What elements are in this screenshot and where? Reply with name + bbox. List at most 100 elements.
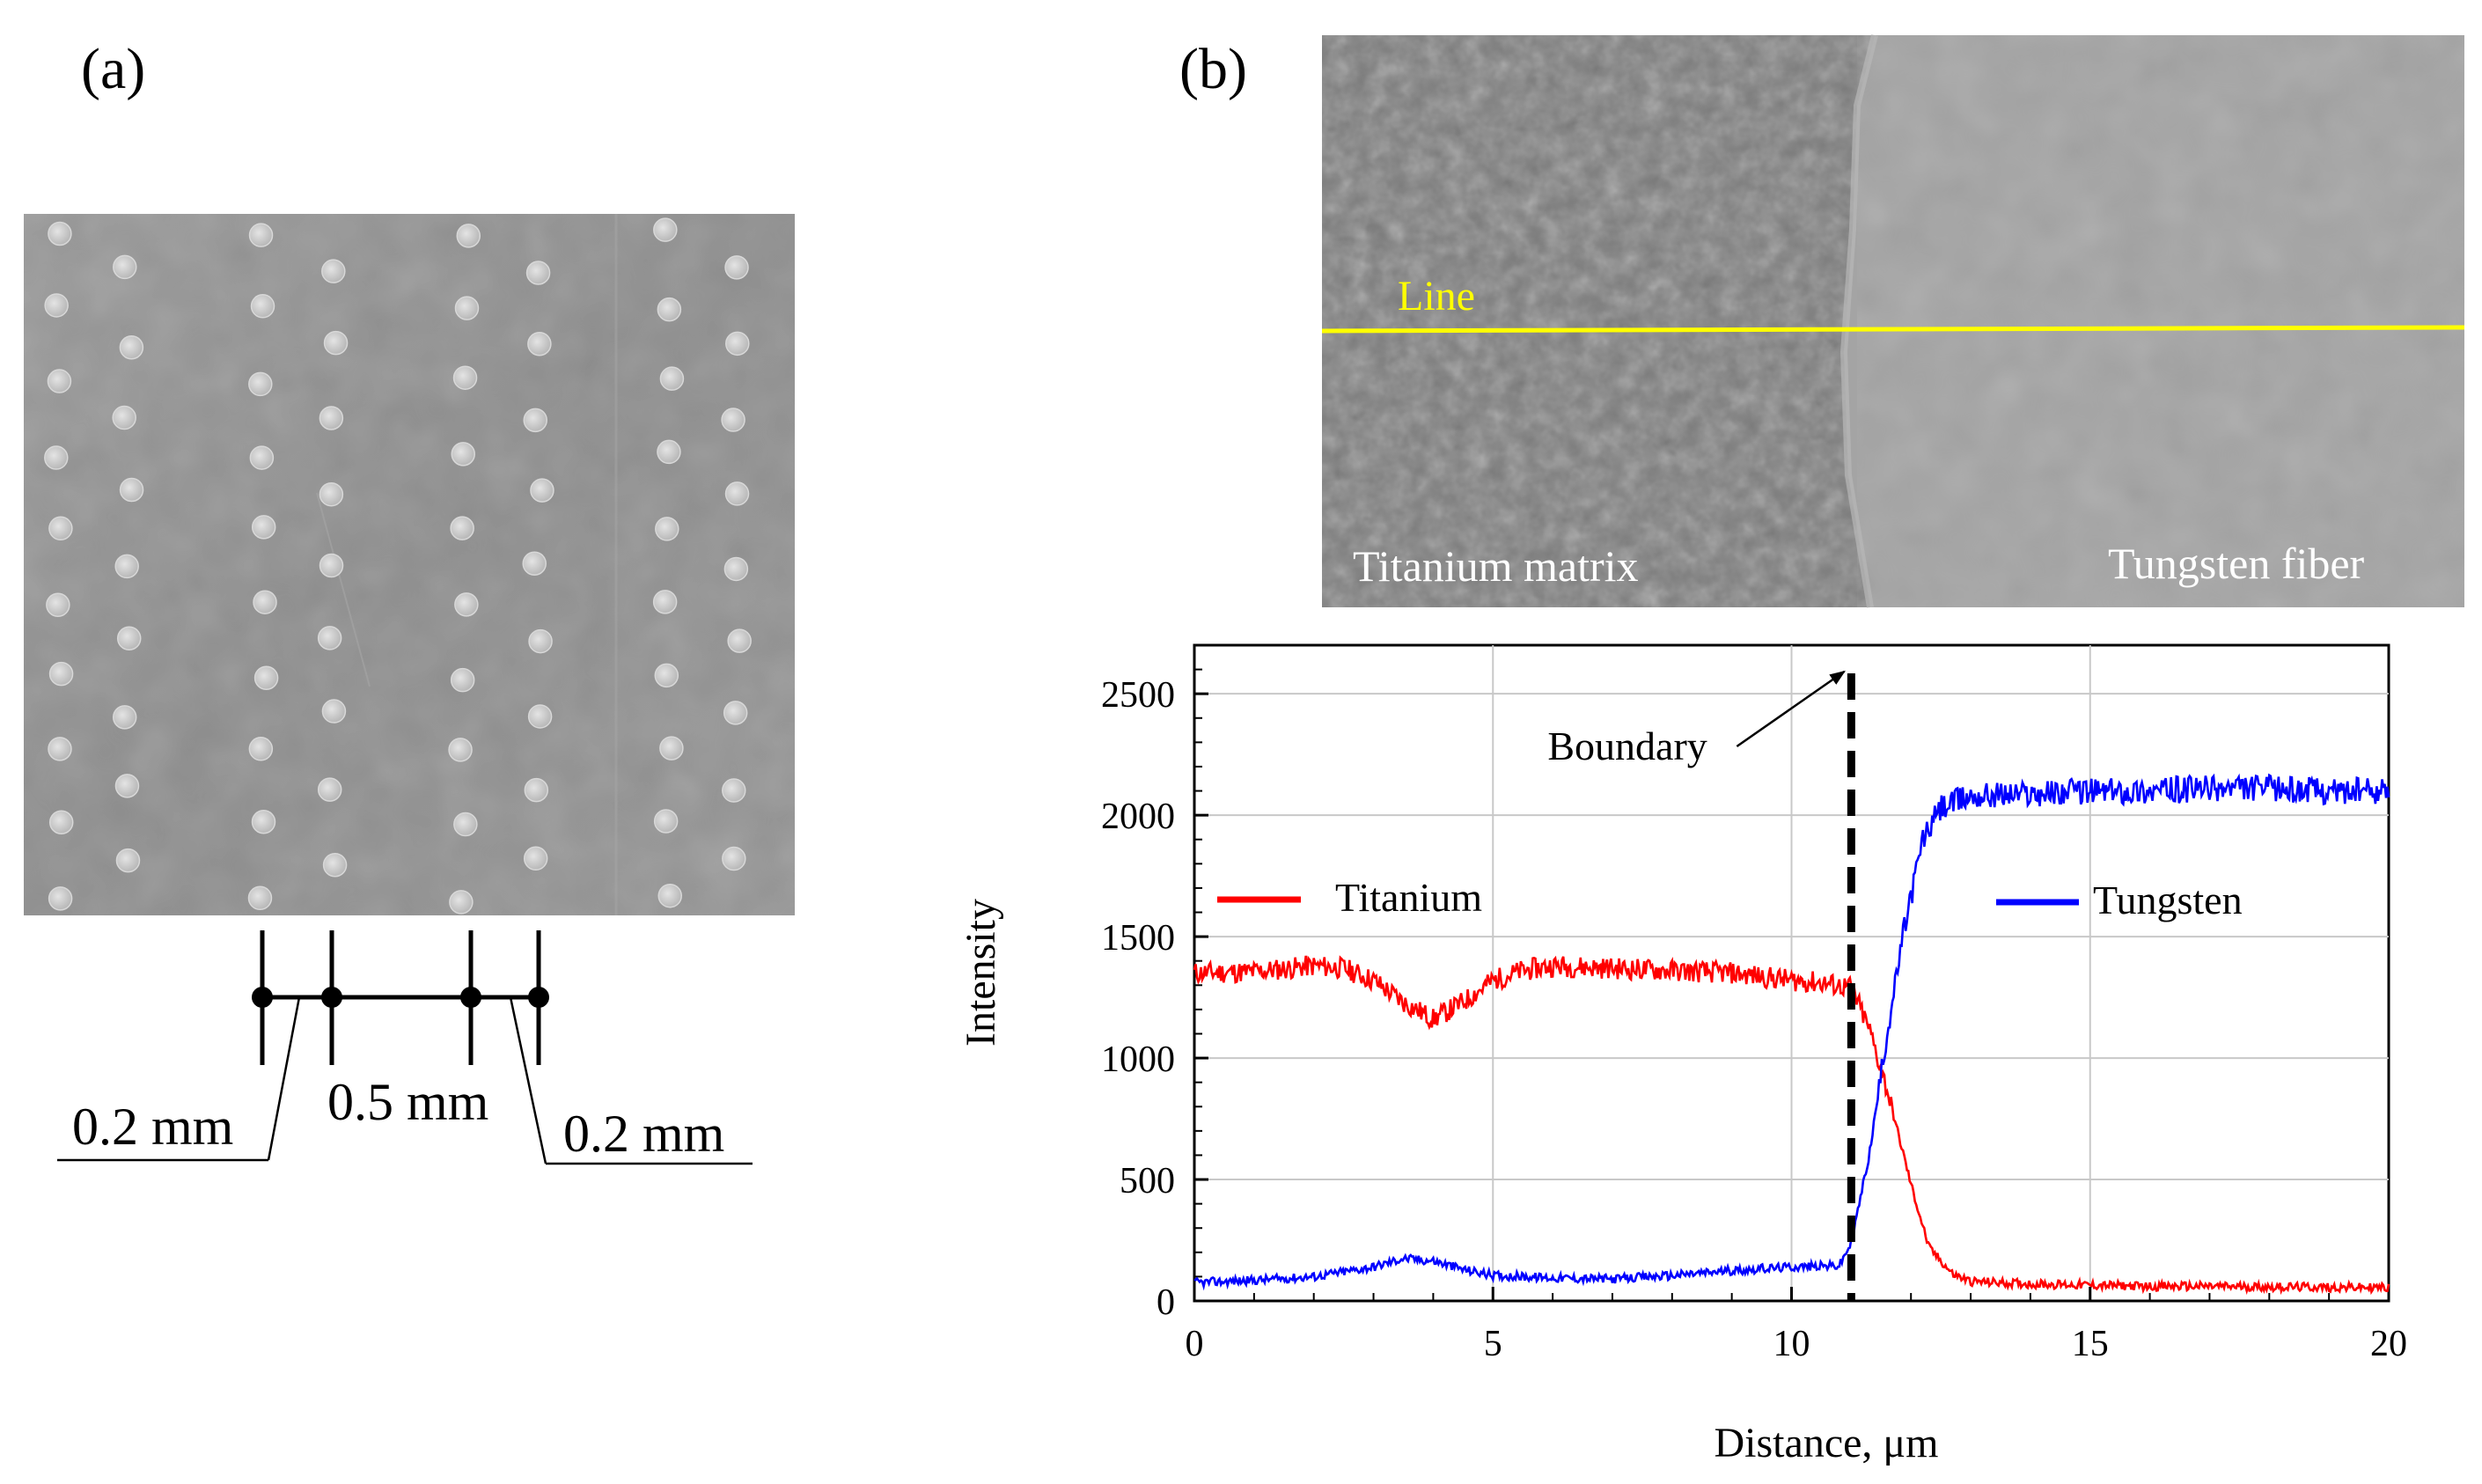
dim-right-label: 0.2 mm — [563, 1105, 724, 1163]
boundary-arrow — [1736, 670, 1846, 748]
line-scan-chart: 0 5 10 15 20 0 500 1000 1500 2000 2500 Boundary Ti… — [958, 643, 2407, 1466]
fiber-dot — [659, 736, 684, 760]
x-axis-label: Distance, μm — [1715, 1420, 1939, 1466]
fiber-dot — [448, 738, 473, 762]
fiber-dot — [319, 553, 344, 578]
fiber-dot — [652, 590, 678, 614]
fiber-dot — [449, 890, 474, 915]
dimension-dots — [252, 987, 549, 1008]
fiber-dot — [525, 261, 551, 285]
y-axis-label: Intensity — [958, 899, 1004, 1047]
fiber-dot — [659, 366, 685, 391]
fiber-dot — [116, 626, 142, 650]
fiber-dot — [48, 221, 72, 246]
fiber-dot — [48, 737, 72, 761]
fiber-dot — [523, 408, 548, 433]
fiber-dot — [248, 223, 274, 247]
fiber-dot — [47, 369, 72, 393]
matrix-label: Titanium matrix — [1353, 541, 1639, 591]
fiber-dot — [451, 442, 475, 467]
fiber-dot — [317, 626, 342, 650]
fiber-dot — [654, 663, 679, 688]
fiber-dot — [725, 331, 750, 356]
panel-b-label: (b) — [1179, 37, 1247, 101]
fiber-dot — [723, 701, 748, 725]
fiber-dot — [48, 516, 73, 541]
fiber-dot — [528, 628, 553, 654]
fiber-dot — [249, 445, 275, 470]
fiber-dot — [653, 217, 678, 242]
sem-image-a — [24, 214, 795, 915]
x-tick-label: 0 — [1186, 1324, 1204, 1364]
fiber-dot — [524, 777, 549, 803]
fiber-dot — [724, 481, 750, 506]
fiber-dot — [527, 332, 552, 356]
fiber-dot — [727, 628, 752, 653]
fiber-dot — [724, 255, 749, 280]
fiber-dot — [112, 705, 137, 730]
fiber-dot — [450, 667, 475, 693]
fiber-dot — [251, 809, 276, 834]
tungsten-series-line — [1193, 773, 2390, 1291]
fiber-dot — [653, 809, 679, 834]
fiber-dot — [119, 477, 144, 503]
fiber-dot — [722, 846, 746, 871]
fiber-dot — [722, 778, 746, 803]
fiber-dot — [453, 812, 478, 837]
x-tick-label: 15 — [2072, 1324, 2109, 1364]
fiber-dot — [452, 365, 478, 390]
legend-tungsten-label: Tungsten — [2093, 878, 2243, 922]
boundary-label: Boundary — [1547, 724, 1707, 768]
panel-a-label: (a) — [81, 37, 145, 101]
y-tick-label: 2000 — [1101, 797, 1175, 837]
fiber-dot — [657, 439, 681, 465]
fiber-dot — [114, 554, 139, 579]
fiber-dot — [251, 515, 276, 540]
scan-line — [1321, 325, 2465, 334]
fiber-dot — [454, 592, 479, 617]
fiber-dot — [450, 516, 474, 540]
fiber-dot — [527, 704, 553, 729]
fiber-dot — [253, 590, 277, 614]
fiber-dot — [523, 846, 548, 871]
fiber-dot — [321, 259, 346, 283]
fiber-dot — [323, 330, 349, 356]
series-lines — [1193, 773, 2390, 1296]
tick-labels: 0 5 10 15 20 0 500 1000 1500 2000 2500 — [1101, 675, 2407, 1364]
fiber-dot — [317, 777, 342, 802]
dim-mid-label: 0.5 mm — [327, 1073, 488, 1131]
fiber-dot — [250, 294, 275, 319]
fiber-dot — [248, 737, 274, 761]
fiber-dot — [247, 885, 273, 911]
fiber-dot — [46, 592, 70, 618]
fiber-label: Tungsten fiber — [2108, 539, 2365, 588]
fiber-dot — [115, 848, 141, 873]
fiber-dot — [454, 296, 480, 320]
x-tick-label: 5 — [1484, 1324, 1502, 1364]
fiber-dot — [723, 556, 749, 582]
fiber-dot — [248, 371, 273, 397]
x-tick-label: 10 — [1773, 1324, 1810, 1364]
sem-image-b — [1321, 34, 2465, 608]
fiber-dot-grid — [44, 217, 752, 915]
fiber-dot — [657, 297, 682, 322]
fiber-dot — [655, 517, 679, 541]
fiber-dot — [530, 478, 554, 503]
fiber-dot — [319, 406, 344, 430]
fiber-dot — [522, 551, 547, 576]
fiber-dot — [48, 810, 74, 835]
fiber-dot — [44, 445, 69, 470]
fiber-dot — [48, 886, 73, 911]
fiber-dot — [113, 254, 137, 280]
y-tick-label: 2500 — [1101, 675, 1175, 716]
fiber-dot — [253, 665, 279, 690]
y-tick-label: 1000 — [1101, 1040, 1175, 1080]
fiber-dot — [319, 481, 344, 507]
fiber-dot — [456, 224, 481, 248]
fiber-dot — [657, 883, 682, 908]
fiber-dot — [119, 335, 144, 360]
fiber-dot — [112, 405, 136, 430]
y-tick-label: 500 — [1120, 1161, 1175, 1201]
x-tick-label: 20 — [2370, 1324, 2407, 1364]
